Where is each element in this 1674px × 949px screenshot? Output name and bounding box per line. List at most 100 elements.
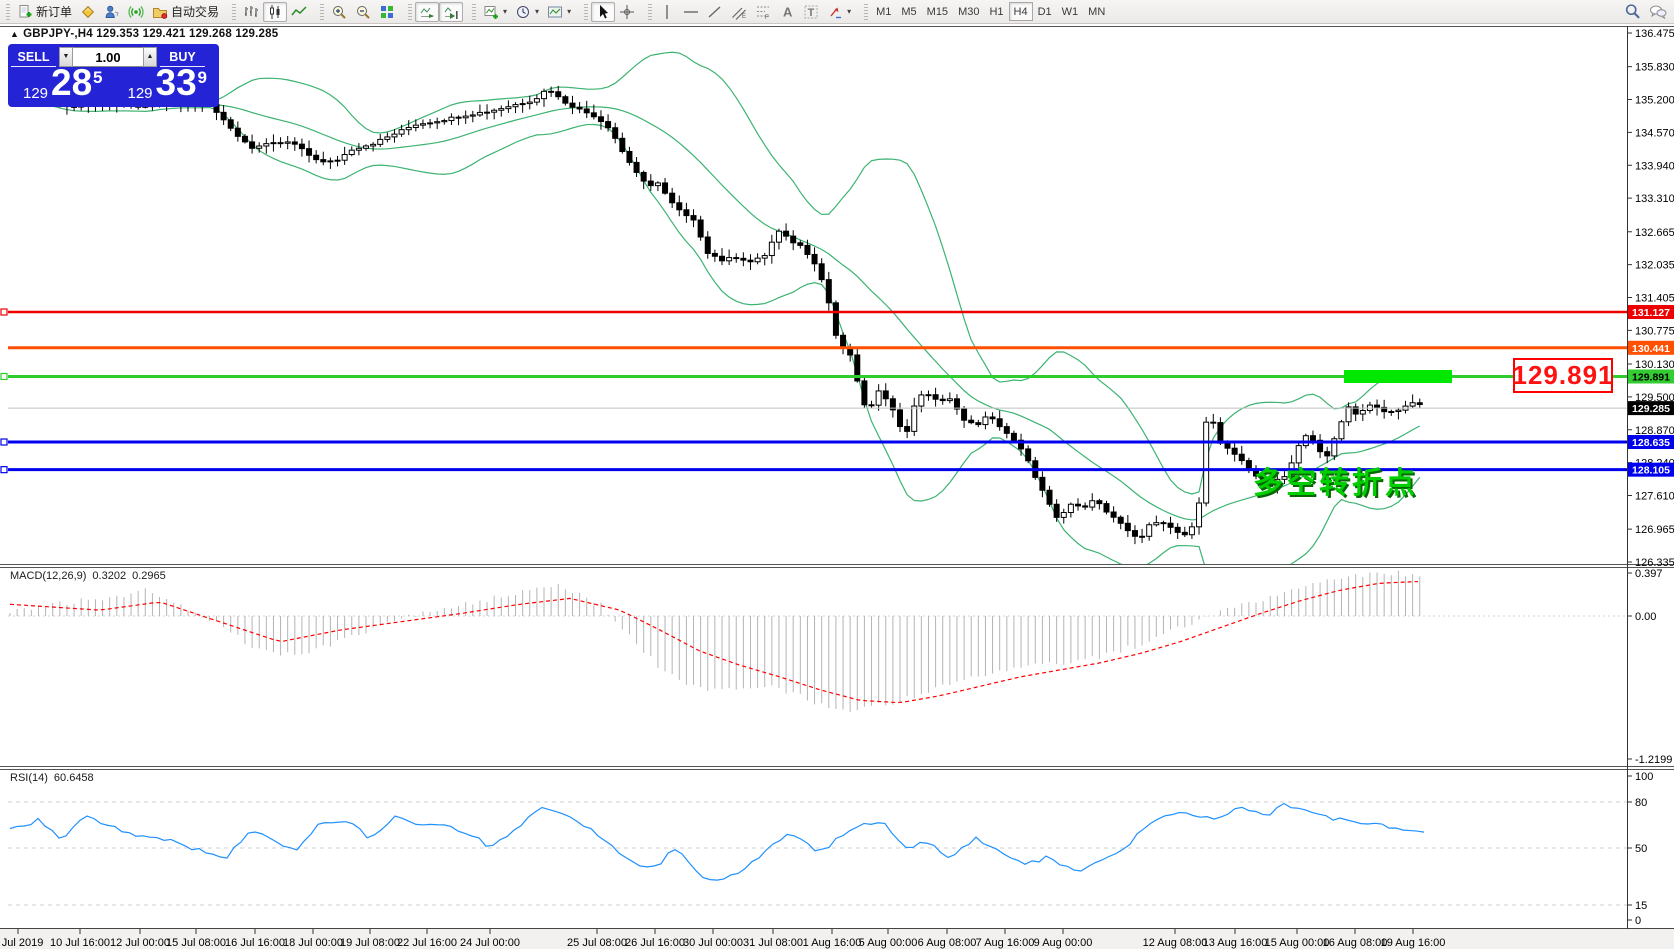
- vertical-line-button[interactable]: [655, 2, 679, 22]
- candle-body: [711, 252, 718, 257]
- profile-button[interactable]: [100, 2, 124, 22]
- candle-body: [512, 104, 519, 108]
- timeframe-w1-button[interactable]: W1: [1057, 2, 1084, 21]
- trendline-button[interactable]: [703, 2, 727, 22]
- trendline-icon: [708, 5, 721, 18]
- bar-chart-button[interactable]: [239, 2, 263, 22]
- timeframe-h4-button[interactable]: H4: [1008, 2, 1033, 21]
- candle-body: [804, 244, 811, 255]
- timeframe-m5-button[interactable]: M5: [896, 2, 921, 21]
- signals-button[interactable]: [124, 2, 148, 22]
- buy-price-panel[interactable]: 129 33 9: [115, 62, 216, 104]
- toolbar-drag-handle[interactable]: [648, 3, 653, 20]
- buy-button[interactable]: BUY: [160, 47, 205, 67]
- period-button[interactable]: ▾: [511, 2, 543, 22]
- candle-body: [555, 91, 562, 98]
- new-order-icon: [19, 4, 32, 17]
- candle-body: [363, 145, 369, 149]
- candle-body: [320, 159, 327, 163]
- line-anchor-handle[interactable]: [0, 466, 8, 474]
- toolbar-drag-handle[interactable]: [6, 3, 10, 20]
- price-callout-label[interactable]: 129.891: [1513, 358, 1613, 393]
- candle-body: [669, 192, 676, 204]
- volume-input[interactable]: [73, 47, 143, 67]
- toolbar-drag-handle[interactable]: [320, 3, 325, 20]
- price-tick-label: 131.405: [1635, 293, 1674, 305]
- sell-price-big: 28: [51, 62, 93, 103]
- new-chart-button[interactable]: ▾: [479, 2, 511, 22]
- channel-button[interactable]: E: [727, 2, 751, 22]
- toolbar-group-zoom: [314, 0, 402, 23]
- zoom-in-button[interactable]: [327, 2, 351, 22]
- chat-button[interactable]: [1645, 2, 1671, 22]
- time-axis-strip[interactable]: [0, 929, 1674, 949]
- toolbar-drag-handle[interactable]: [584, 3, 589, 20]
- crosshair-button[interactable]: [615, 2, 639, 22]
- search-icon: [1625, 4, 1640, 19]
- toolbar-drag-handle[interactable]: [232, 3, 237, 20]
- bollinger-middle-line[interactable]: [38, 97, 1421, 521]
- line-anchor-handle[interactable]: [0, 308, 8, 316]
- text-label-button[interactable]: T: [799, 2, 823, 22]
- symbol-ohlc-text: GBPJPY-,H4 129.353 129.421 129.268 129.2…: [23, 28, 279, 40]
- new-order-button[interactable]: 新订单: [13, 2, 76, 22]
- autotrading-button[interactable]: 自动交易: [148, 2, 223, 22]
- candle-body: [355, 147, 362, 151]
- zoom-out-button[interactable]: [351, 2, 375, 22]
- line-chart-button[interactable]: [287, 2, 311, 22]
- time-tick-label: 30 Jul 00:00: [683, 937, 743, 949]
- cursor-button[interactable]: [591, 1, 616, 22]
- timeframe-m15-button[interactable]: M15: [922, 2, 953, 21]
- autotrading-icon: [153, 7, 168, 19]
- horizontal-line-button[interactable]: [679, 2, 703, 22]
- timeframe-h1-button[interactable]: H1: [984, 2, 1008, 21]
- collapse-triangle-icon[interactable]: ▲: [10, 29, 20, 39]
- metaquotes-button[interactable]: [76, 2, 100, 22]
- candle-body: [626, 150, 633, 163]
- sell-price-pip: 5: [93, 68, 103, 87]
- line-anchor-handle[interactable]: [0, 438, 8, 446]
- toolbar-drag-handle[interactable]: [472, 3, 477, 20]
- text-label-icon: T: [804, 5, 818, 19]
- candle-body: [1089, 500, 1096, 508]
- sell-button[interactable]: SELL: [11, 47, 56, 67]
- search-button[interactable]: [1620, 2, 1645, 22]
- line-anchor-handle[interactable]: [0, 372, 8, 381]
- rsi-tick-label: 80: [1635, 797, 1647, 809]
- candle-body: [241, 135, 248, 143]
- axis-price-badge-label: 128.105: [1632, 465, 1670, 477]
- highlight-rectangle[interactable]: [1344, 369, 1452, 383]
- candle-body: [469, 114, 476, 117]
- one-click-price-row: 129 28 5 129 33 9: [11, 62, 216, 104]
- chart-text-annotation[interactable]: 多空转折点: [1253, 467, 1418, 500]
- tile-windows-button[interactable]: [375, 2, 399, 22]
- timeframe-d1-button[interactable]: D1: [1033, 2, 1057, 21]
- chart-shift-button[interactable]: [439, 1, 464, 22]
- candle-body: [1039, 476, 1046, 491]
- timeframe-m1-button[interactable]: M1: [871, 2, 896, 21]
- candle-body: [1110, 511, 1117, 518]
- text-button[interactable]: A: [775, 2, 799, 22]
- auto-scroll-button[interactable]: [415, 1, 440, 22]
- templates-button[interactable]: ▾: [543, 2, 575, 22]
- volume-increase-button[interactable]: ▲: [143, 47, 157, 67]
- volume-decrease-button[interactable]: ▼: [59, 47, 73, 67]
- arrows-button[interactable]: ▾: [823, 2, 855, 22]
- sell-price-panel[interactable]: 129 28 5: [11, 62, 112, 104]
- auto-scroll-icon: [420, 7, 435, 18]
- timeframe-m30-button[interactable]: M30: [953, 2, 984, 21]
- candles-layer: [8, 85, 1423, 545]
- candlestick-chart-button[interactable]: [263, 1, 288, 22]
- bollinger-lower-line[interactable]: [38, 102, 1421, 591]
- candle-body: [619, 137, 626, 152]
- macd-signal-line: [9, 580, 1419, 704]
- toolbar-drag-handle[interactable]: [864, 3, 869, 20]
- bollinger-upper-line[interactable]: [38, 51, 1420, 495]
- candle-body: [1003, 426, 1010, 434]
- candle-body: [256, 145, 263, 149]
- timeframe-mn-button[interactable]: MN: [1083, 2, 1110, 21]
- toolbar-drag-handle[interactable]: [408, 3, 413, 20]
- fibonacci-button[interactable]: F: [751, 2, 775, 22]
- candle-body: [1139, 535, 1146, 538]
